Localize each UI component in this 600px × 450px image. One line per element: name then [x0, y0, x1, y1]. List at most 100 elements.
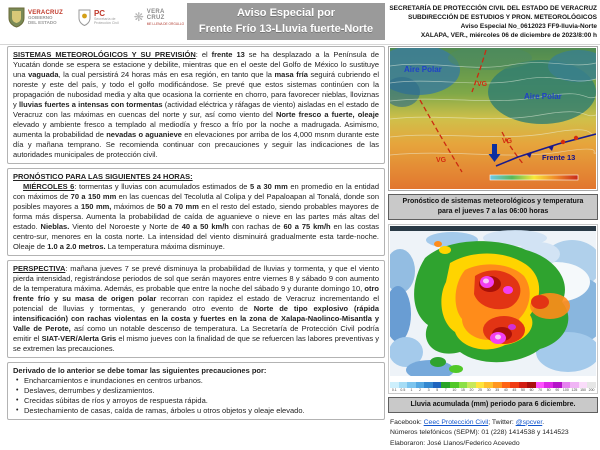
- forecast-map-caption: Pronóstico de sistemas meteorológicos y …: [388, 194, 598, 220]
- vaguada-line-west: [419, 99, 463, 173]
- logo-pc-abbr: PC: [93, 8, 106, 18]
- org-line-1: SECRETARÍA DE PROTECCIÓN CIVIL DEL ESTAD…: [389, 5, 597, 12]
- scale-label: 0.5: [400, 387, 406, 392]
- label-vg-top: VG: [477, 81, 488, 88]
- scale-cell: [578, 381, 588, 388]
- section-sistemas-meteorologicos: SISTEMAS METEOROLÓGICOS Y SU PREVISIÓN: …: [7, 46, 385, 164]
- scale-cell: [398, 381, 408, 388]
- rain-map-image: [385, 225, 600, 380]
- vaguada-line-top: [471, 49, 487, 93]
- scale-label: 150: [580, 387, 586, 392]
- scale-cell: [527, 381, 536, 388]
- pronostico-heading: PRONÓSTICO PARA LAS SIGUIENTES 24 HORAS:: [13, 172, 193, 181]
- scale-label: 50: [521, 387, 525, 392]
- title-line-1: Aviso Especial por: [236, 6, 336, 19]
- scale-cell: [475, 381, 485, 388]
- org-line-2: SUBDIRECCIÓN DE ESTUDIOS Y PRON. METEORO…: [407, 14, 597, 22]
- authors-line: Elaboraron: José Llanos/Federico Acevedo: [390, 439, 520, 447]
- header: VERACRUZ GOBIERNO DEL ESTADO PC Secretar…: [0, 0, 600, 45]
- scale-label: 0.1: [391, 387, 397, 392]
- precip-scale-bar: [390, 381, 596, 388]
- veracruz-brand-logo: ❋ VERA CRUZ ME LLENA DE ORGULLO: [134, 9, 184, 26]
- vaguada-line-center: [501, 131, 525, 166]
- scale-label: 15: [460, 387, 465, 392]
- scale-cell: [432, 381, 442, 388]
- sistemas-paragraph: SISTEMAS METEOROLÓGICOS Y SU PREVISIÓN: …: [13, 50, 380, 159]
- scale-label: 7: [444, 387, 447, 392]
- scale-label: 200: [588, 387, 595, 392]
- list-item: Destechamiento de casas, caída de ramas,…: [13, 406, 379, 416]
- scale-cell: [570, 381, 579, 388]
- scale-label: 10: [452, 387, 457, 392]
- scale-label: 70: [538, 387, 543, 392]
- phone-numbers: Números telefónicos (SEPM): 01 (228) 141…: [390, 429, 569, 437]
- forecast-systems-map: Aire Polar Aire Polar VG VG VG Frente 13: [388, 46, 598, 191]
- scale-label: 90: [555, 387, 560, 392]
- precauciones-list: Encharcamientos e inundaciones en centro…: [13, 376, 379, 416]
- proteccion-civil-logo: PC Secretaría de Protección Civil: [78, 9, 119, 27]
- org-line-3: Aviso Especial No_0612023 FF9-lluvia-Nor…: [460, 23, 597, 31]
- label-vg-left: VG: [436, 157, 447, 164]
- label-aire-polar-right: Aire Polar: [524, 92, 562, 101]
- contact-footer: Facebook: Ceec Protección Civil; Twitter…: [388, 418, 598, 450]
- scale-label: 25: [478, 387, 483, 392]
- logo-brand-bottom: CRUZ: [146, 15, 165, 22]
- pc-shield-icon: [78, 9, 91, 26]
- scale-label: 1: [410, 387, 413, 392]
- logo-brand-tagline: ME LLENA DE ORGULLO: [146, 21, 185, 26]
- logo-pc-sub1: Secretaría de: [93, 16, 116, 21]
- scale-label: 125: [571, 387, 578, 392]
- scale-label: 5: [436, 387, 439, 392]
- rain-accumulation-map: 0.1 0.5 1 2 3 5 7 10 15 20 25 30 35 40 45 50 60 70 80 90 100…: [385, 223, 600, 394]
- section-perspectiva: PERSPECTIVA: mañana jueves 7 se prevé di…: [7, 260, 385, 358]
- scale-cell: [415, 381, 425, 388]
- scale-label: 60: [529, 387, 534, 392]
- pronostico-paragraph: MIÉRCOLES 6: tormentas y lluvias con acu…: [13, 182, 380, 251]
- forecast-map-image: Aire Polar Aire Polar VG VG VG Frente 13: [390, 48, 596, 189]
- list-item: Crecidas súbitas de ríos y arroyos de re…: [13, 396, 379, 406]
- scale-label: 3: [427, 387, 430, 392]
- scale-cell: [501, 381, 511, 388]
- logo-veracruz-sub1: GOBIERNO: [28, 14, 53, 20]
- logo-veracruz-name: VERACRUZ: [28, 9, 63, 16]
- scale-label: 40: [503, 387, 508, 392]
- logo-group: VERACRUZ GOBIERNO DEL ESTADO PC Secretar…: [8, 7, 184, 28]
- maps-column: Aire Polar Aire Polar VG VG VG Frente 13…: [385, 46, 600, 450]
- org-info: SECRETARÍA DE PROTECCIÓN CIVIL DEL ESTAD…: [385, 4, 597, 40]
- logo-pc-sub2: Protección Civil: [93, 20, 119, 25]
- scale-label: 20: [469, 387, 474, 392]
- scale-cell: [450, 381, 459, 388]
- scale-cell: [484, 381, 493, 388]
- section-pronostico-24h: PRONÓSTICO PARA LAS SIGUIENTES 24 HORAS:…: [7, 168, 385, 256]
- scale-cell: [492, 381, 502, 388]
- map-title-strip: [390, 225, 596, 231]
- label-frente-13: Frente 13: [542, 153, 575, 162]
- scale-label: 45: [512, 387, 517, 392]
- social-line-end: .: [542, 418, 545, 426]
- veracruz-shield-icon: [8, 7, 25, 28]
- facebook-link[interactable]: Ceec Protección Civil: [423, 418, 489, 426]
- scale-cell: [561, 381, 571, 388]
- perspectiva-paragraph: PERSPECTIVA: mañana jueves 7 se prevé di…: [13, 264, 380, 353]
- list-item: Deslaves, derrumbes y deslizamientos.: [13, 386, 379, 396]
- scale-cell: [424, 381, 433, 388]
- twitter-label: ; Twitter:: [488, 418, 516, 426]
- scale-label: 35: [495, 387, 500, 392]
- list-item: Encharcamientos e inundaciones en centro…: [13, 376, 379, 386]
- scale-cell: [535, 381, 545, 388]
- snowflake-icon: ❋: [133, 10, 144, 25]
- advisory-title-banner: Aviso Especial por Frente Frío 13-Lluvia…: [187, 3, 385, 40]
- scale-cell: [518, 381, 528, 388]
- scale-cell: [587, 381, 596, 388]
- scale-label: 2: [419, 387, 421, 392]
- section-precauciones: Derivado de lo anterior se debe tomar la…: [7, 362, 385, 420]
- org-line-4: XALAPA, VER., miércoles 06 de diciembre …: [420, 32, 597, 40]
- scale-cell: [390, 381, 399, 388]
- twitter-link[interactable]: @spcver: [515, 418, 543, 426]
- scale-cell: [544, 381, 553, 388]
- scale-cell: [407, 381, 416, 388]
- facebook-label: Facebook:: [390, 418, 424, 426]
- north-wind-arrow-icon: [488, 144, 501, 162]
- precip-scale-labels: 0.1 0.5 1 2 3 5 7 10 15 20 25 30 35 40 45 50 60 70 80 90 100…: [390, 388, 596, 392]
